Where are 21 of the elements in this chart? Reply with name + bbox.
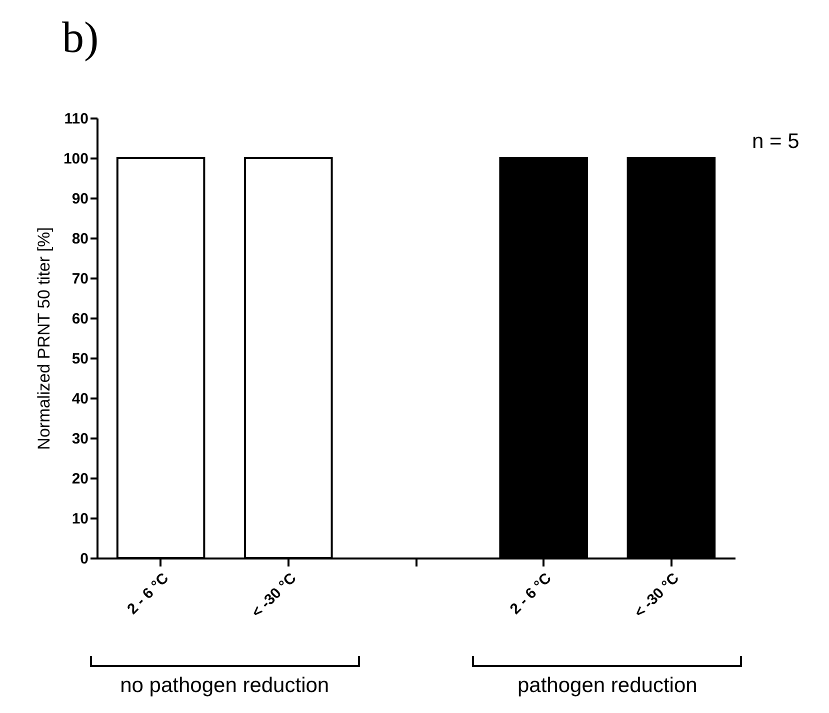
chart-title: b) [62, 12, 99, 63]
y-tick-label: 100 [63, 150, 88, 168]
y-tick-label: 110 [64, 110, 88, 128]
y-tick-label: 60 [72, 310, 88, 328]
y-tick-label: 10 [72, 510, 88, 528]
y-tick-label: 40 [72, 390, 88, 408]
y-tick-label: 0 [80, 550, 88, 568]
x-tick-label: < -30 °C [631, 570, 683, 622]
y-tick-label: 90 [72, 190, 88, 208]
text: pathogen reduction [517, 674, 698, 698]
y-tick-label: 50 [72, 350, 88, 368]
x-tick-label: 2 - 6 °C [506, 570, 556, 618]
x-tick-label: < -30 °C [248, 570, 300, 622]
text: no pathogen reduction [120, 674, 330, 698]
y-tick-label: 20 [72, 470, 88, 488]
y-tick-label: 70 [72, 270, 88, 288]
y-tick-label: 30 [72, 430, 88, 448]
y-tick-label: 80 [72, 230, 88, 248]
text: n = 5 [752, 130, 800, 154]
x-tick-label: 2 - 6 °C [124, 570, 172, 618]
y-axis-title: Normalized PRNT 50 titer [%] [34, 227, 54, 450]
